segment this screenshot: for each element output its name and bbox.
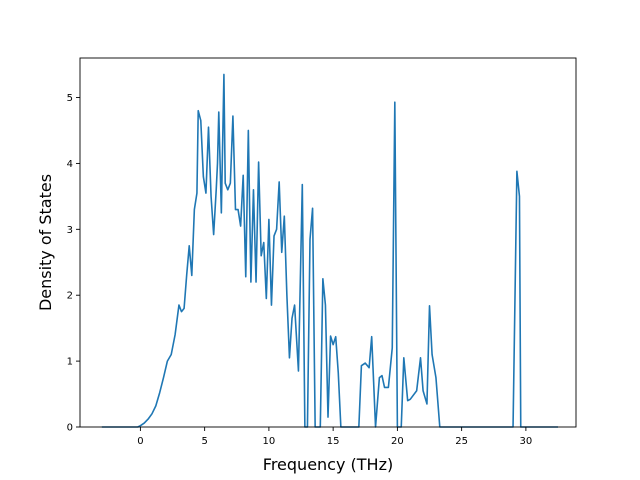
y-tick-label: 1 — [67, 357, 73, 368]
x-axis-label: Frequency (THz) — [263, 455, 393, 474]
x-tick-label: 20 — [391, 436, 404, 447]
plot-frame — [79, 57, 577, 428]
y-tick-label: 2 — [67, 291, 73, 302]
x-tick-label: 30 — [520, 436, 533, 447]
x-tick-label: 25 — [455, 436, 468, 447]
dos-series-line-0 — [101, 73, 559, 428]
x-tick-label: 15 — [327, 436, 340, 447]
y-axis-label: Density of States — [36, 174, 55, 311]
y-tick-label: 4 — [67, 159, 73, 170]
x-tick-label: 0 — [137, 436, 143, 447]
x-tick-label: 10 — [263, 436, 276, 447]
y-tick-label: 5 — [67, 93, 73, 104]
x-tick-label: 5 — [201, 436, 207, 447]
ticks: 0 5 10 15 20 25 30 0 1 2 3 4 5 — [67, 93, 533, 447]
y-tick-label: 0 — [67, 423, 73, 434]
y-tick-label: 3 — [67, 225, 73, 236]
plot-area — [79, 57, 577, 428]
